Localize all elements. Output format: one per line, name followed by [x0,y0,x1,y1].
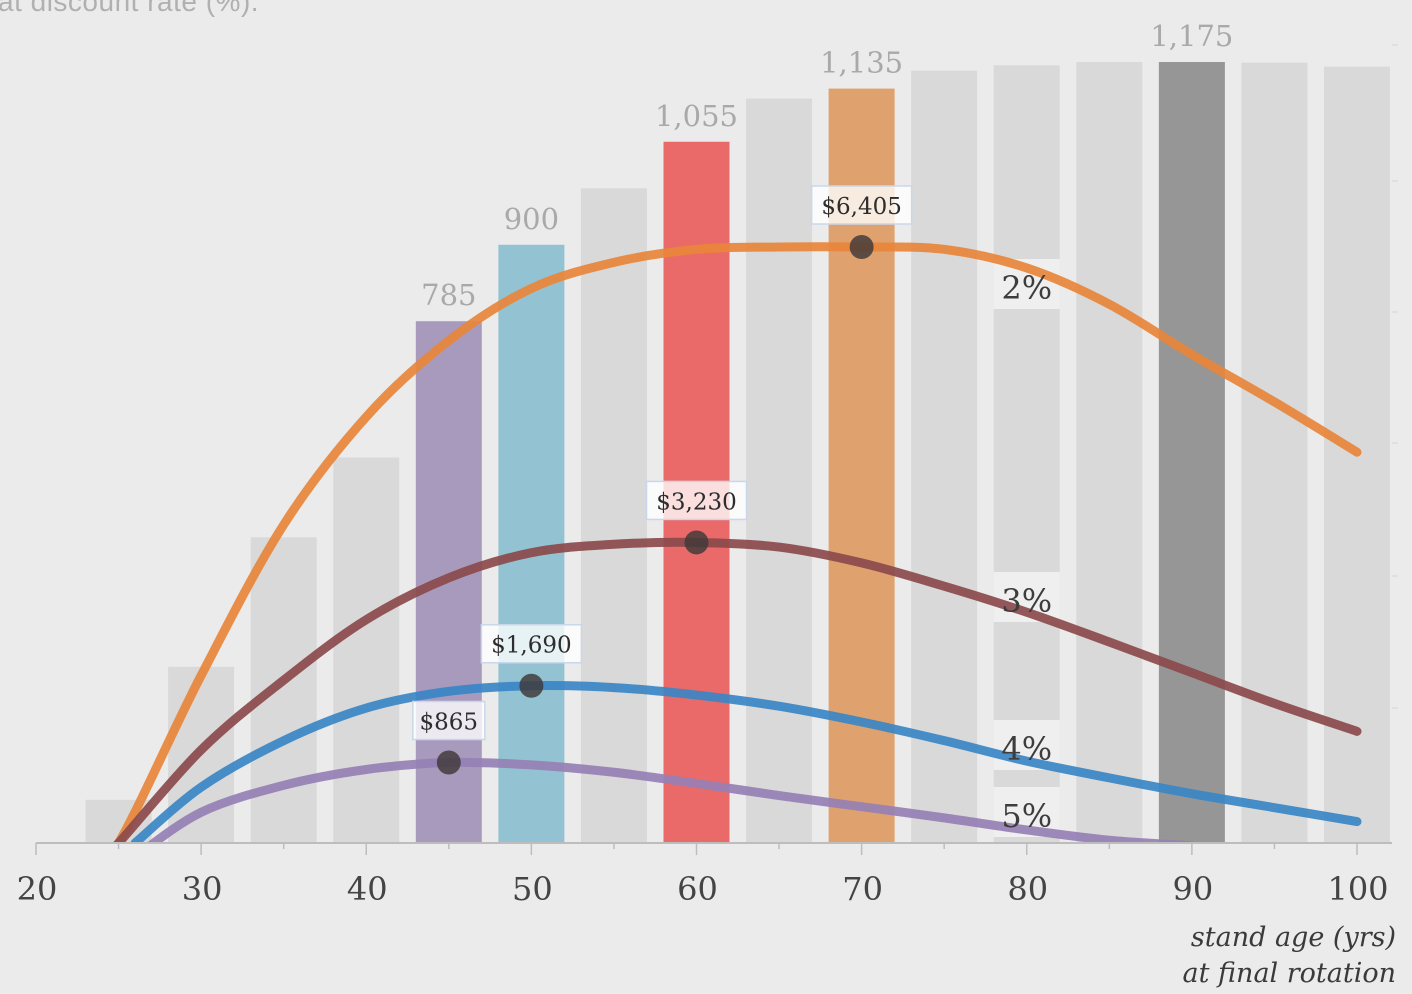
x-tick-label-60: 60 [677,870,718,908]
bar-35 [250,537,317,843]
series-label-3pct: 3% [1001,582,1052,620]
bar-90 [1158,62,1225,843]
chart-subtitle: at discount rate (%). [0,0,260,17]
bar-label-70: 1,135 [820,46,903,80]
x-tick-label-20: 20 [17,870,58,908]
peak-callout-4pct: $1,690 [491,633,571,659]
bar-95 [1241,62,1308,844]
peak-callout-bg-2pct [810,185,913,225]
x-tick-label-100: 100 [1327,870,1388,908]
bar-85 [1076,62,1143,843]
peak-marker-5pct [436,750,461,775]
peak-marker-2pct [849,235,874,259]
bar-label-45: 785 [421,278,476,312]
peak-callout-5pct: $865 [420,710,479,736]
bar-label-60: 1,055 [655,99,738,133]
x-axis-title-line1: stand age (yrs) [1190,922,1396,953]
series-label-2pct: 2% [1001,269,1052,307]
x-tick-label-80: 80 [1007,870,1048,908]
bar-75 [911,70,978,843]
series-label-5pct: 5% [1001,797,1052,835]
bar-label-50: 900 [504,202,559,236]
peak-callout-3pct: $3,230 [656,489,736,515]
peak-callout-2pct: $6,405 [821,194,901,220]
x-axis-title-line2: at final rotation [1182,958,1396,989]
bar-label-90: 1,175 [1150,19,1233,53]
x-tick-label-40: 40 [347,870,388,908]
series-line-2pct [112,242,1362,844]
x-tick-label-70: 70 [842,870,883,908]
series-line-5pct [145,757,1196,844]
peak-callout-bg-3pct [645,480,748,521]
peak-marker-4pct [519,673,544,698]
x-tick-label-90: 90 [1173,870,1214,908]
bar-50 [498,244,565,843]
bar-40 [333,457,400,843]
peak-callout-bg-5pct [412,700,486,741]
x-tick-label-50: 50 [512,870,553,908]
series-line-4pct [130,681,1362,844]
series-label-4pct: 4% [1001,730,1052,768]
bar-55 [580,188,647,843]
x-tick-label-30: 30 [182,870,223,908]
peak-marker-3pct [684,530,709,555]
bar-80 [993,65,1060,843]
bar-65 [746,98,813,844]
peak-callout-bg-4pct [480,623,583,664]
